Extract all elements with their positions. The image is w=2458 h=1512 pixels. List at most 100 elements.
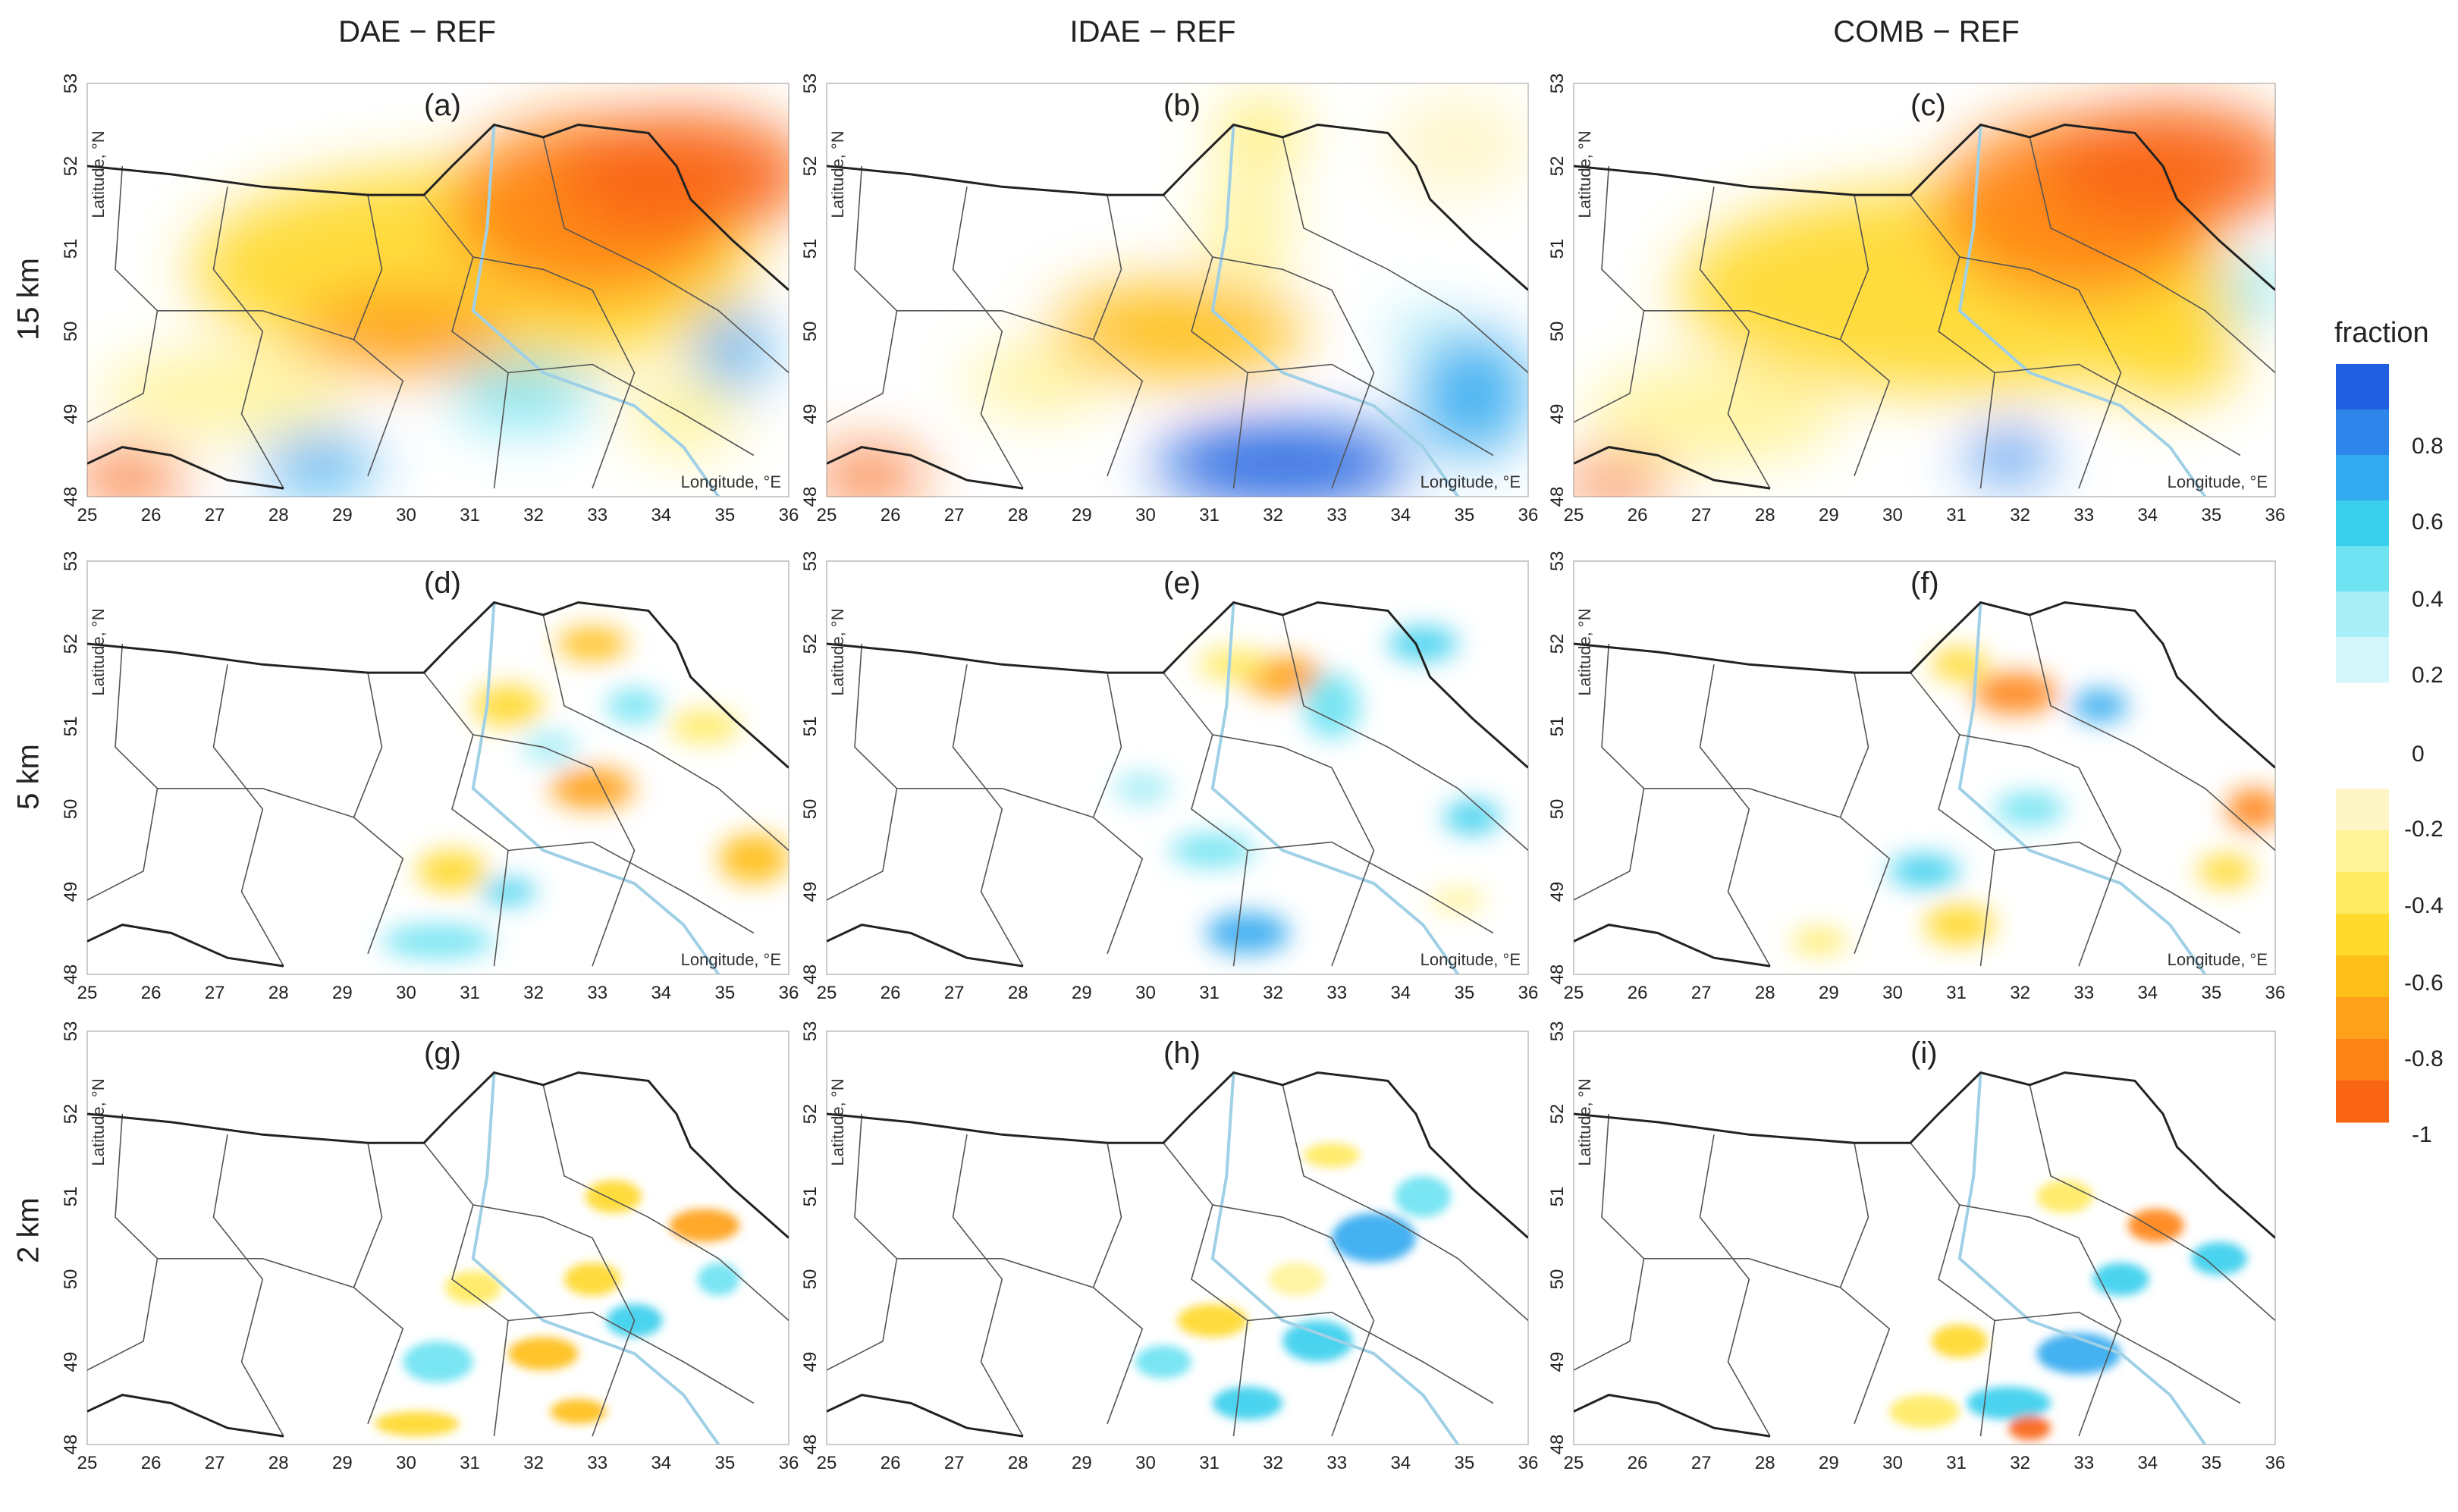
lon-tick-label: 35 (715, 1453, 736, 1473)
lon-tick-label: 29 (1819, 1453, 1839, 1473)
anomaly-blob (2071, 689, 2128, 723)
region-border (1994, 1311, 2241, 1404)
region-border (472, 734, 636, 967)
map-panel-f: (f) Latitude, °N Longitude, °E 53 52 51 50 49 48… (1547, 551, 2285, 1003)
region-border (507, 363, 755, 456)
lon-tick-label: 32 (523, 983, 544, 1003)
anomaly-blob (827, 451, 925, 497)
lat-axis-label: Latitude, °N (1575, 1078, 1594, 1165)
anomaly-blob (1205, 912, 1290, 954)
anomaly-blob (1924, 904, 1995, 946)
region-border (1910, 1142, 1995, 1437)
anomaly-blob (2099, 302, 2240, 402)
river-line (471, 1072, 720, 1445)
lon-tick-label: 32 (523, 505, 544, 525)
map-panel-e: (e) Latitude, °N Longitude, °E 53 52 51 50 49 48… (800, 551, 1538, 1003)
colorbar-tick-0-2: 0.2 (2412, 663, 2444, 688)
lon-tick-label: 25 (77, 1453, 98, 1473)
colorbar-tick-0-4: 0.4 (2412, 587, 2444, 612)
colorbar-negative-step (2336, 997, 2389, 1040)
region-border (507, 841, 755, 934)
lon-axis-label: Longitude, °E (1420, 950, 1521, 969)
region-border (1959, 734, 2122, 967)
lon-tick-label: 26 (1628, 505, 1648, 525)
anomaly-blob (585, 1180, 642, 1213)
anomaly-blob (1889, 1394, 1960, 1429)
country-border (87, 924, 284, 968)
anomaly-blob (452, 360, 592, 427)
lat-tick-label: 52 (61, 156, 81, 177)
lat-tick-label: 53 (800, 1021, 821, 1042)
country-border (827, 1071, 1528, 1239)
lon-axis-label: Longitude, °E (1420, 472, 1521, 491)
anomaly-blob (1574, 459, 1672, 497)
lon-tick-label: 30 (396, 1453, 416, 1473)
region-border (157, 309, 354, 340)
anomaly-blob (1587, 364, 1841, 464)
lon-tick-label: 33 (1326, 505, 1347, 525)
anomaly-blob (718, 833, 789, 884)
lon-tick-label: 27 (205, 983, 225, 1003)
region-border (952, 1134, 1024, 1437)
region-border (952, 187, 1024, 489)
lon-tick-label: 33 (587, 1453, 607, 1473)
lon-tick-label: 33 (2073, 505, 2094, 525)
region-border (1643, 1258, 1841, 1288)
lon-tick-label: 33 (587, 505, 607, 525)
lat-axis-label: Latitude, °N (828, 1078, 847, 1165)
anomaly-blob (2008, 1415, 2051, 1441)
anomaly-blob (1889, 854, 1960, 888)
region-border (542, 136, 789, 374)
lon-axis-label: Longitude, °E (2168, 472, 2268, 491)
region-border (212, 187, 284, 489)
lon-tick-label: 31 (1946, 983, 1967, 1003)
panel-label: (d) (424, 566, 461, 600)
region-border (2029, 614, 2275, 852)
lon-tick-label: 33 (1326, 1453, 1347, 1473)
lat-tick-label: 53 (61, 1021, 81, 1042)
anomaly-blob (297, 290, 508, 373)
anomaly-blob (1931, 1324, 1988, 1358)
region-border (423, 672, 509, 967)
anomaly-blob (557, 627, 628, 660)
region-border (1247, 1311, 1494, 1404)
region-border (1282, 614, 1528, 852)
lon-tick-label: 33 (2073, 1453, 2094, 1473)
panel-label: (c) (1910, 89, 1946, 122)
anomaly-field (827, 96, 1528, 497)
region-border (1212, 734, 1375, 967)
anomaly-blob (1791, 929, 1847, 954)
region-border (1643, 309, 1841, 340)
lat-tick-label: 48 (800, 1435, 821, 1455)
lat-tick-label: 50 (1547, 1269, 1568, 1290)
country-border (827, 601, 1528, 769)
region-border (212, 664, 284, 967)
region-border (1994, 841, 2241, 934)
anomaly-blob (697, 1263, 740, 1296)
lon-tick-label: 25 (1564, 1453, 1584, 1473)
anomaly-blob (1282, 1320, 1353, 1362)
lon-tick-label: 30 (1882, 983, 1903, 1003)
map-frame (1573, 560, 2276, 975)
lat-tick-label: 50 (61, 322, 81, 342)
lat-axis-label: Latitude, °N (1575, 608, 1594, 695)
lon-tick-label: 31 (460, 1453, 480, 1473)
region-border (1282, 136, 1528, 374)
region-border (1699, 187, 1771, 489)
lon-tick-label: 31 (460, 505, 480, 525)
lat-tick-label: 49 (800, 1352, 821, 1372)
anomaly-blob (1304, 673, 1360, 739)
lon-axis-label: Longitude, °E (2168, 950, 2268, 969)
lon-tick-label: 28 (268, 505, 289, 525)
region-border (1247, 841, 1494, 934)
lon-tick-label: 26 (1628, 983, 1648, 1003)
lat-axis-label: Latitude, °N (828, 130, 847, 218)
anomaly-blob (606, 689, 663, 723)
region-border (1959, 256, 2122, 489)
lon-tick-label: 31 (460, 983, 480, 1003)
region-border (1959, 1204, 2122, 1437)
anomaly-blob (1444, 801, 1500, 834)
lon-tick-label: 27 (944, 1453, 965, 1473)
lon-tick-label: 28 (1755, 505, 1775, 525)
lat-tick-label: 49 (1547, 882, 1568, 902)
